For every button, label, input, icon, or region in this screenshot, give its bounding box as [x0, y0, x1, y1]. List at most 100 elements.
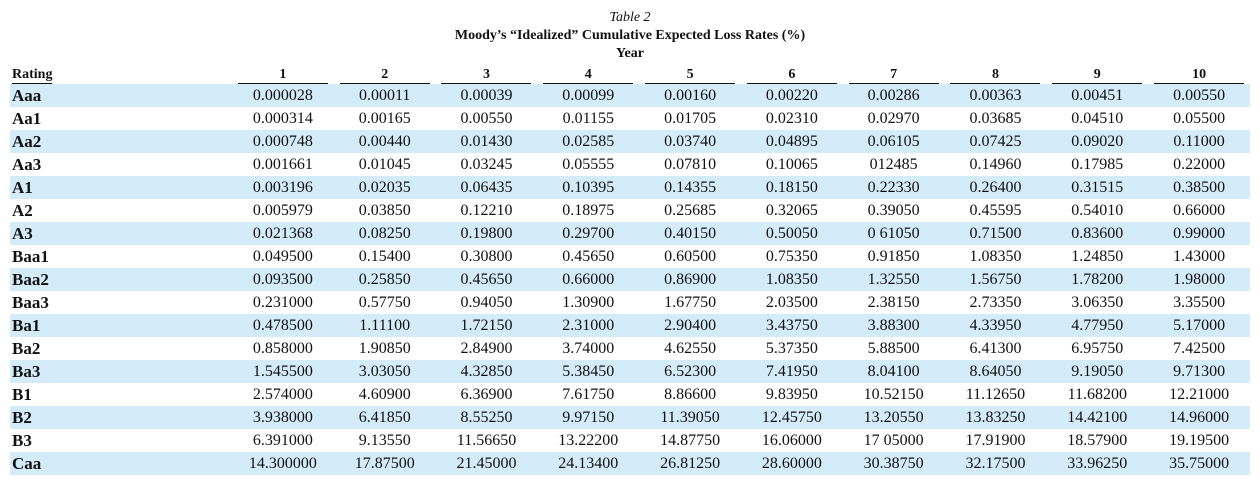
loss-rate-cell: 13.22200 — [558, 431, 619, 449]
loss-rate-cell: 0.02035 — [333, 176, 436, 199]
year-header: 8 — [945, 63, 1047, 84]
loss-rate-cell: 14.300000 — [232, 452, 334, 475]
loss-rate-cell: 0.45650 — [435, 268, 538, 291]
loss-rate-cell: 1.08350 — [740, 268, 843, 291]
header-text: 5 — [645, 67, 736, 84]
rating-cell: Ba1 — [10, 314, 232, 337]
year-label: Year — [616, 46, 644, 61]
loss-rate-cell: 32.17500 — [944, 452, 1047, 475]
table-row: B2 3.938000 6.41850 8.55250 9.97150 11.39050 1… — [10, 406, 1250, 429]
loss-rate-cell: 0.06435 — [435, 176, 538, 199]
loss-rate-cell: 0.29700 — [537, 222, 640, 245]
table-row: Ba3 1.545500 3.03050 4.32850 5.38450 6.52300 7… — [10, 360, 1250, 383]
table-row: Ba1 0.478500 1.11100 1.72150 2.31000 2.90400 3… — [10, 314, 1250, 337]
loss-rate-cell: 0.02310 — [765, 109, 818, 127]
table-row: Aaa 0.000028 0.00011 0.00039 0.00099 0.00160 0… — [10, 84, 1250, 107]
header-text: 6 — [746, 67, 837, 84]
rating-cell: A3 — [10, 222, 232, 245]
loss-rate-cell: 0.12210 — [460, 201, 513, 219]
rating-cell: Baa3 — [12, 292, 49, 312]
year-header: 1 — [232, 63, 334, 84]
rating-cell: Aaa — [10, 84, 232, 107]
loss-rate-cell: 1.32550 — [842, 268, 945, 291]
loss-rate-cell: 0.38500 — [1148, 176, 1250, 199]
loss-rate-cell: 8.04100 — [842, 360, 945, 383]
loss-rate-cell: 0.26400 — [944, 176, 1047, 199]
rating-cell: Ba3 — [10, 360, 232, 383]
loss-rate-cell: 6.52300 — [639, 360, 741, 383]
loss-rate-cell: 0.02970 — [867, 109, 920, 127]
loss-rate-cell: 0.000748 — [232, 130, 334, 153]
loss-rate-cell: 9.71300 — [1148, 360, 1250, 383]
loss-rate-cell: 0.02585 — [537, 130, 640, 153]
loss-rate-cell: 4.62550 — [664, 339, 717, 357]
loss-rate-cell: 3.88300 — [842, 314, 945, 337]
rating-cell: A1 — [10, 176, 232, 199]
header-text: Rating — [12, 67, 53, 84]
header-text: 1 — [237, 67, 328, 84]
table-row: Aa1 0.000314 0.00165 0.00550 0.01155 0.01705 0… — [10, 107, 1250, 130]
loss-rate-cell: 6.95750 — [1071, 339, 1124, 357]
loss-rate-cell: 0.00440 — [333, 130, 436, 153]
loss-rate-cell: 0.00363 — [944, 84, 1047, 107]
rating-cell: Caa — [10, 452, 232, 475]
loss-rate-cell: 2.03500 — [765, 293, 818, 311]
loss-rate-cell: 2.574000 — [252, 385, 313, 403]
loss-rate-cell: 2.84900 — [460, 339, 513, 357]
loss-rate-cell: 0.50050 — [740, 222, 843, 245]
loss-rate-cell: 14.96000 — [1148, 406, 1250, 429]
loss-rate-cell: 5.38450 — [537, 360, 640, 383]
year-header: 2 — [334, 63, 436, 84]
loss-rate-cell: 0.66000 — [1173, 201, 1226, 219]
table-row: B3 6.391000 9.13550 11.56650 13.22200 14.8775… — [10, 429, 1250, 452]
loss-rate-cell: 9.13550 — [358, 431, 411, 449]
loss-rate-cell: 2.38150 — [867, 293, 920, 311]
table-title: Table 2 — [609, 10, 651, 25]
loss-rate-cell: 28.60000 — [740, 452, 843, 475]
loss-rate-cell: 012485 — [869, 155, 918, 173]
loss-rate-cell: 4.60900 — [358, 385, 411, 403]
rating-cell: Ba2 — [12, 338, 41, 358]
table-row: A2 0.005979 0.03850 0.12210 0.18975 0.25685 0.… — [10, 199, 1250, 222]
loss-rate-cell: 0.45595 — [969, 201, 1022, 219]
loss-rate-cell: 11.39050 — [639, 406, 741, 429]
table-row: Baa3 0.231000 0.57750 0.94050 1.30900 1.67750… — [10, 291, 1250, 314]
loss-rate-cell: 4.77950 — [1046, 314, 1149, 337]
rating-cell: B2 — [10, 406, 232, 429]
loss-rate-cell: 0.83600 — [1046, 222, 1149, 245]
loss-rate-cell: 1.67750 — [664, 293, 717, 311]
table-subtitle: Moody’s “Idealized” Cumulative Expected … — [454, 28, 806, 43]
loss-rate-cell: 3.938000 — [232, 406, 334, 429]
loss-rate-cell: 0.25850 — [333, 268, 436, 291]
loss-rate-cell: 35.75000 — [1148, 452, 1250, 475]
loss-rate-cell: 0.01705 — [664, 109, 717, 127]
table-row: A1 0.003196 0.02035 0.06435 0.10395 0.14355 0.… — [10, 176, 1250, 199]
loss-rate-cell: 7.42500 — [1173, 339, 1226, 357]
loss-rate-cell: 0.60500 — [664, 247, 717, 265]
loss-rate-cell: 0.22000 — [1173, 155, 1226, 173]
loss-rate-cell: 0.07425 — [944, 130, 1047, 153]
loss-rate-cell: 11.68200 — [1067, 385, 1127, 403]
loss-rate-cell: 0.11000 — [1148, 130, 1250, 153]
rating-cell: Aa3 — [12, 154, 42, 174]
loss-rate-cell: 0.000028 — [232, 84, 334, 107]
loss-rate-cell: 0.00011 — [333, 84, 436, 107]
header-text: 2 — [339, 67, 430, 84]
loss-rate-cell: 0.86900 — [639, 268, 741, 291]
header-text: 8 — [950, 67, 1041, 84]
loss-rate-cell: 0.00165 — [358, 109, 411, 127]
loss-rate-cell: 7.41950 — [740, 360, 843, 383]
loss-rate-cell: 0.71500 — [944, 222, 1047, 245]
loss-rate-cell: 1.98000 — [1148, 268, 1250, 291]
loss-rate-cell: 1.90850 — [358, 339, 411, 357]
loss-rate-cell: 0.31515 — [1046, 176, 1149, 199]
loss-rate-cell: 0.01045 — [358, 155, 411, 173]
loss-rate-cell: 33.96250 — [1046, 452, 1149, 475]
rating-header: Rating — [10, 63, 232, 84]
loss-rate-cell: 9.97150 — [537, 406, 640, 429]
loss-rate-cell: 3.43750 — [740, 314, 843, 337]
loss-rate-cell: 1.11100 — [333, 314, 436, 337]
loss-rate-cell: 0.45650 — [562, 247, 615, 265]
loss-rate-cell: 2.90400 — [639, 314, 741, 337]
